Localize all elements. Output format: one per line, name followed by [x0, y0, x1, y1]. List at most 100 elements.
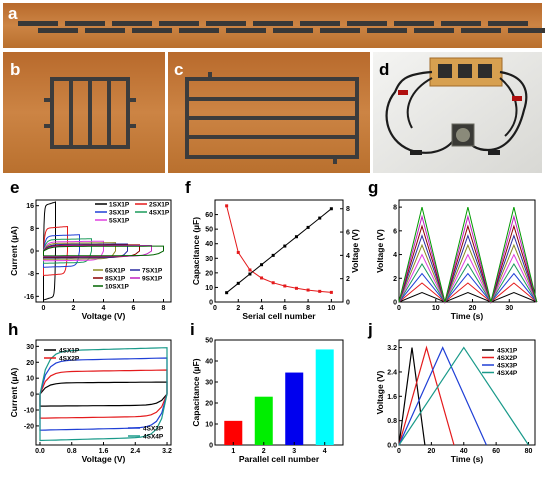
y-tick-label: 0: [30, 249, 34, 256]
y-axis-label: Current (µA): [9, 367, 19, 417]
cv-loop-3SX1P: [43, 234, 80, 268]
x-tick-label: 2: [236, 305, 240, 312]
y2-tick-label: 8: [346, 206, 350, 213]
panel-c-photo: c: [168, 52, 370, 173]
x-tick-label: 40: [460, 448, 468, 455]
panel-label: e: [10, 178, 19, 197]
cv-loop-7SX1P: [43, 243, 128, 259]
panel-label: f: [185, 178, 191, 197]
strip-electrode-bottom: [226, 28, 266, 33]
y2-tick-label: 0: [346, 300, 350, 307]
voltage-point: [294, 235, 298, 239]
x-tick-label: 0: [397, 305, 401, 312]
x-tick-label: 8: [306, 305, 310, 312]
gcd-curve: [398, 282, 538, 303]
x-tick-label: 4: [260, 305, 264, 312]
x-axis-label: Voltage (V): [82, 311, 126, 321]
y-tick-label: 10: [205, 422, 213, 429]
y-tick-label: 3.2: [387, 345, 397, 352]
legend-label: 4SX3P: [143, 426, 164, 433]
strip-electrode-bottom: [320, 28, 360, 33]
x-tick-label: 0: [213, 305, 217, 312]
y-tick-label: 10: [205, 285, 213, 292]
y-tick-label: 40: [205, 241, 213, 248]
panel-c-label: c: [174, 60, 183, 79]
x-tick-label: 0: [42, 305, 46, 312]
strip-electrode-bottom: [38, 28, 78, 33]
strip-electrode-bottom: [273, 28, 313, 33]
legend-label: 8SX1P: [105, 276, 126, 283]
x-tick-label: 10: [432, 305, 440, 312]
legend-label: 4SX1P: [497, 348, 518, 355]
cv-loop-6SX1P: [43, 242, 116, 260]
plot-frame: [398, 339, 536, 446]
y-tick-label: 1.6: [387, 394, 397, 401]
y-axis-label: Voltage (V): [375, 229, 385, 273]
x-tick-label: 0: [397, 448, 401, 455]
capacitance-point: [318, 289, 322, 293]
strip-electrode-bottom: [132, 28, 172, 33]
x-tick-label: 1.6: [99, 448, 109, 455]
strip-electrode-top: [159, 21, 199, 26]
panel-d-label: d: [379, 60, 389, 79]
x-tick-label: 2: [262, 448, 266, 455]
cv-loop-4SX1P: [43, 238, 92, 264]
y-tick-label: 30: [205, 380, 213, 387]
y-tick-label: 50: [205, 227, 213, 234]
panel-label: h: [8, 320, 18, 339]
cv-loop-2SX1P: [43, 225, 68, 277]
y-tick-label: 0: [209, 443, 213, 450]
panel-j-gcd-parallel: 0 20 40 60 80 0.0 0.8 1.6 2.4 3.2 Time (s) Voltage …: [367, 320, 536, 464]
panel-h-cv-parallel: 0.0 0.8 1.6 2.4 3.2 -20 -10 0 10 20 30 Voltage (V) C…: [8, 320, 172, 464]
y-tick-label: 2: [393, 276, 397, 283]
legend-label: 4SX1P: [149, 210, 170, 217]
panel-label: i: [190, 320, 195, 339]
x-tick-label: 10: [327, 305, 335, 312]
y2-tick-label: 6: [346, 230, 350, 237]
y2-tick-label: 2: [346, 276, 350, 283]
y-tick-label: 0.8: [387, 418, 397, 425]
plot-frame: [398, 199, 536, 303]
x-tick-label: 4: [323, 448, 327, 455]
cv-loop-4SX4P: [39, 347, 168, 442]
y-axis-label: Current (µA): [9, 226, 19, 276]
voltage-point: [260, 263, 264, 267]
bar-4: [315, 349, 334, 445]
x-tick-label: 4: [102, 305, 106, 312]
legend-label: 4SX4P: [497, 370, 518, 377]
y-axis-label: Voltage (V): [375, 370, 385, 414]
gcd-curve: [398, 206, 538, 303]
strip-electrode-bottom: [179, 28, 219, 33]
capacitance-point: [225, 204, 229, 208]
strip-electrode-top: [347, 21, 387, 26]
cv-loop-10SX1P: [43, 245, 164, 257]
y-tick-label: 8: [393, 205, 397, 212]
voltage-point: [329, 207, 333, 211]
y-tick-label: 40: [205, 359, 213, 366]
legend-label: 6SX1P: [105, 268, 126, 275]
y2-axis-label: Voltage (V): [350, 229, 360, 273]
y2-tick-label: 4: [346, 253, 350, 260]
plot-frame: [214, 339, 344, 446]
y-axis-label: Capacitance (µF): [191, 358, 201, 426]
strip-electrode-bottom: [461, 28, 501, 33]
gcd-curve: [398, 224, 538, 304]
strip-electrode-top: [300, 21, 340, 26]
x-axis-label: Time (s): [451, 311, 484, 321]
x-tick-label: 3: [292, 448, 296, 455]
y-tick-label: 20: [26, 360, 34, 367]
y-tick-label: -8: [28, 271, 34, 278]
gcd-curve: [398, 243, 538, 304]
x-tick-label: 2.4: [130, 448, 140, 455]
gcd-curve: [398, 291, 537, 303]
x-tick-label: 20: [469, 305, 477, 312]
y-tick-label: 20: [205, 270, 213, 277]
gcd-curve-4SX2P: [398, 345, 455, 446]
strip-electrode-top: [206, 21, 246, 26]
plot-frame: [214, 199, 344, 303]
x-tick-label: 2: [72, 305, 76, 312]
cv-loop-8SX1P: [43, 244, 140, 258]
y-tick-label: 30: [26, 344, 34, 351]
strip-electrode-bottom: [508, 28, 545, 33]
legend-label: 7SX1P: [142, 268, 163, 275]
